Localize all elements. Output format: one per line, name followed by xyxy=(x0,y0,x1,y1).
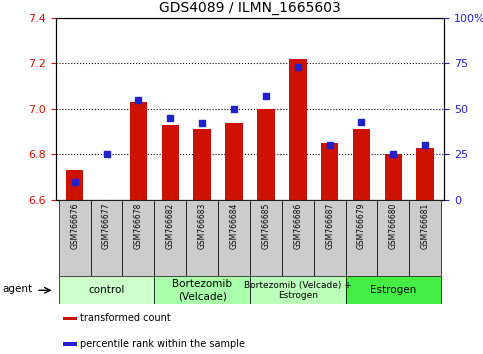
Bar xyxy=(353,129,370,200)
Text: GSM766677: GSM766677 xyxy=(102,202,111,249)
FancyBboxPatch shape xyxy=(345,200,377,276)
Point xyxy=(230,106,238,112)
FancyBboxPatch shape xyxy=(123,200,155,276)
Text: GSM766680: GSM766680 xyxy=(389,202,398,249)
Bar xyxy=(384,154,402,200)
Text: Estrogen: Estrogen xyxy=(370,285,416,295)
Bar xyxy=(416,148,434,200)
FancyBboxPatch shape xyxy=(377,200,409,276)
Bar xyxy=(257,109,275,200)
Point xyxy=(135,97,142,103)
Bar xyxy=(321,143,339,200)
Text: Bortezomib (Velcade) +
Estrogen: Bortezomib (Velcade) + Estrogen xyxy=(244,281,352,300)
Text: GSM766679: GSM766679 xyxy=(357,202,366,249)
Point xyxy=(389,152,397,157)
FancyBboxPatch shape xyxy=(345,276,441,304)
Text: agent: agent xyxy=(3,284,33,294)
Point xyxy=(262,93,270,99)
Point xyxy=(199,121,206,126)
FancyBboxPatch shape xyxy=(186,200,218,276)
Text: control: control xyxy=(88,285,125,295)
Bar xyxy=(161,125,179,200)
Text: GSM766684: GSM766684 xyxy=(229,202,239,249)
FancyBboxPatch shape xyxy=(59,276,155,304)
FancyBboxPatch shape xyxy=(218,200,250,276)
Point xyxy=(357,119,365,125)
Bar xyxy=(63,316,77,320)
Bar xyxy=(129,102,147,200)
Bar xyxy=(193,129,211,200)
Point xyxy=(326,142,333,148)
FancyBboxPatch shape xyxy=(155,276,250,304)
Bar xyxy=(289,59,307,200)
Point xyxy=(71,179,79,185)
Point xyxy=(167,115,174,121)
Text: percentile rank within the sample: percentile rank within the sample xyxy=(80,339,245,349)
Text: Bortezomib
(Velcade): Bortezomib (Velcade) xyxy=(172,279,232,301)
FancyBboxPatch shape xyxy=(91,200,123,276)
FancyBboxPatch shape xyxy=(409,200,441,276)
FancyBboxPatch shape xyxy=(313,200,345,276)
Text: GSM766686: GSM766686 xyxy=(293,202,302,249)
Text: GSM766687: GSM766687 xyxy=(325,202,334,249)
Text: transformed count: transformed count xyxy=(80,313,170,323)
Text: GSM766682: GSM766682 xyxy=(166,202,175,249)
Text: GSM766678: GSM766678 xyxy=(134,202,143,249)
FancyBboxPatch shape xyxy=(250,200,282,276)
Text: GSM766685: GSM766685 xyxy=(261,202,270,249)
Bar xyxy=(225,122,243,200)
Text: GSM766676: GSM766676 xyxy=(70,202,79,249)
Point xyxy=(421,142,429,148)
Bar xyxy=(66,170,84,200)
Point xyxy=(103,152,111,157)
FancyBboxPatch shape xyxy=(250,276,345,304)
Text: GSM766681: GSM766681 xyxy=(421,202,430,249)
Title: GDS4089 / ILMN_1665603: GDS4089 / ILMN_1665603 xyxy=(159,1,341,15)
FancyBboxPatch shape xyxy=(155,200,186,276)
Point xyxy=(294,64,301,70)
FancyBboxPatch shape xyxy=(282,200,313,276)
Bar xyxy=(63,342,77,346)
FancyBboxPatch shape xyxy=(59,200,91,276)
Text: GSM766683: GSM766683 xyxy=(198,202,207,249)
